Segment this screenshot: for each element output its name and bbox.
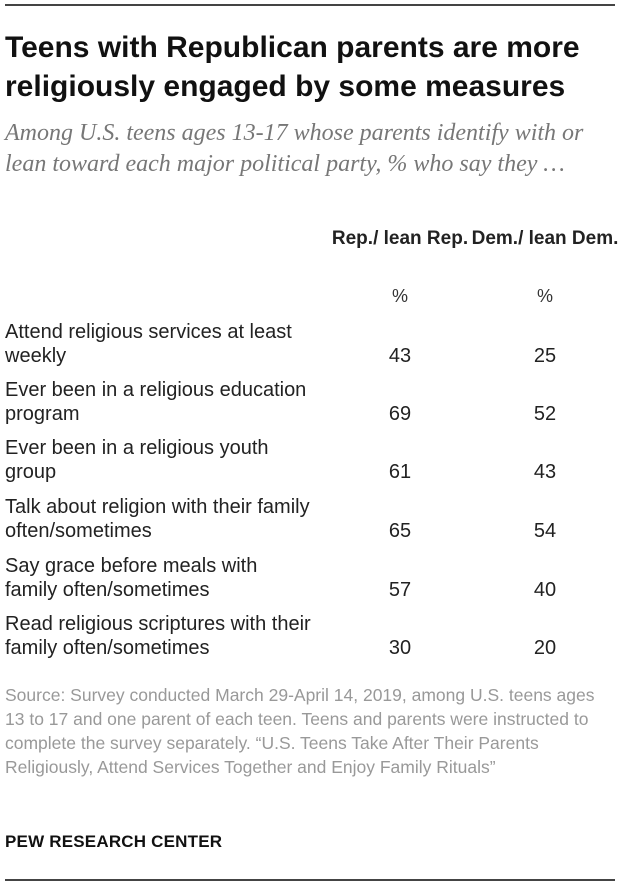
column-unit-dem: %: [536, 286, 553, 306]
rep-value: 43: [388, 345, 412, 367]
table-row: Read religious scriptures with their fam…: [0, 612, 620, 670]
row-label: Talk about religion with their family of…: [5, 496, 310, 542]
dem-value: 52: [533, 403, 557, 425]
rep-value: 57: [388, 579, 412, 601]
rep-value: 30: [388, 637, 412, 659]
table-row: Talk about religion with their family of…: [0, 495, 620, 553]
rep-value: 65: [388, 520, 412, 542]
rep-value: 69: [388, 403, 412, 425]
dem-value: 25: [533, 345, 557, 367]
source-note: Source: Survey conducted March 29-April …: [5, 685, 595, 777]
row-label: Attend religious services at least weekl…: [5, 321, 292, 367]
table-row: Attend religious services at least weekl…: [0, 320, 620, 378]
row-label: Ever been in a religious education progr…: [5, 379, 307, 425]
column-unit-rep: %: [391, 286, 408, 306]
column-header-rep: Rep./ lean Rep.: [331, 228, 469, 249]
top-rule: [5, 4, 615, 6]
chart-subtitle: Among U.S. teens ages 13-17 whose parent…: [5, 120, 584, 177]
row-label: Read religious scriptures with their fam…: [5, 613, 311, 659]
column-header-dem: Dem./ lean Dem.: [471, 228, 619, 249]
table-row: Ever been in a religious youth group 61 …: [0, 436, 620, 494]
dem-value: 20: [533, 637, 557, 659]
chart-title: Teens with Republican parents are more r…: [5, 31, 580, 103]
dem-value: 40: [533, 579, 557, 601]
row-label: Say grace before meals with family often…: [5, 555, 258, 601]
row-label: Ever been in a religious youth group: [5, 437, 269, 483]
rep-value: 61: [388, 461, 412, 483]
brand-logo-text: PEW RESEARCH CENTER: [5, 832, 223, 851]
table-row: Say grace before meals with family often…: [0, 554, 620, 612]
dem-value: 54: [533, 520, 557, 542]
dem-value: 43: [533, 461, 557, 483]
bottom-rule: [5, 879, 615, 881]
table-row: Ever been in a religious education progr…: [0, 378, 620, 436]
